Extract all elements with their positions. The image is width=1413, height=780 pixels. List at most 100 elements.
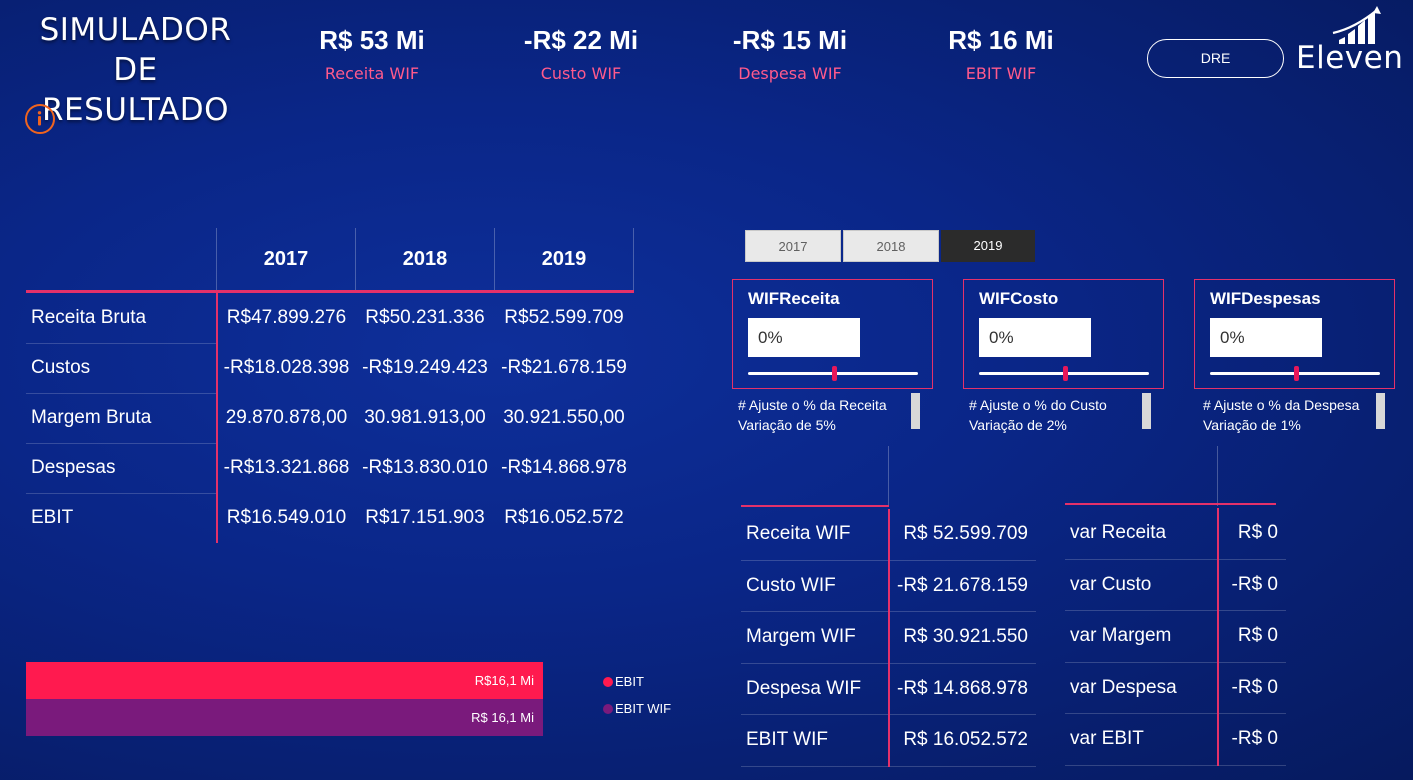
row-label: var Despesa [1065, 662, 1219, 714]
row-label: Custo WIF [741, 560, 890, 612]
legend-label: EBIT [615, 674, 644, 689]
page-title: SIMULADOR DE RESULTADO [18, 10, 253, 130]
cell-value: R$ 30.921.550 [889, 611, 1036, 664]
title-line-2: DE RESULTADO [41, 52, 229, 128]
bar-value-label: R$16,1 Mi [474, 673, 534, 688]
cell-value: R$ 0 [1218, 610, 1286, 663]
kpi-value: R$ 16 Mi [948, 25, 1054, 55]
table-row: Despesa WIF -R$ 14.868.978 [741, 663, 1036, 715]
cell-value: 30.921.550,00 [503, 407, 625, 428]
scrollbar[interactable] [911, 393, 920, 429]
row-label: var Margem [1065, 610, 1219, 663]
param-note-despesas: # Ajuste o % da Despesa Variação de 1% [1203, 395, 1359, 435]
param-title: WIFReceita [748, 289, 840, 308]
ebit-wif-bar[interactable]: R$ 16,1 Mi [26, 699, 543, 736]
logo-bars-icon [1332, 6, 1381, 44]
kpi-label: Custo WIF [540, 64, 622, 83]
param-despesas-input[interactable] [1210, 318, 1322, 357]
year-slicer-2019[interactable]: 2019 [941, 230, 1035, 262]
var-table: var Receita R$ 0 var Custo -R$ 0 var Mar… [1065, 508, 1286, 766]
cell-value: R$ 52.599.709 [889, 509, 1036, 561]
table-row: Receita Bruta R$47.899.276 R$50.231.336 … [26, 291, 634, 344]
wif-table: Receita WIF R$ 52.599.709 Custo WIF -R$ … [741, 509, 1036, 767]
row-label: Margem WIF [741, 611, 890, 664]
legend-dot-icon [603, 703, 613, 714]
table-row: EBIT R$16.549.010 R$17.151.903 R$16.052.… [26, 493, 634, 543]
param-title: WIFCosto [979, 289, 1059, 308]
cell-value: R$16.549.010 [226, 507, 347, 528]
ebit-bar[interactable]: R$16,1 Mi [26, 662, 543, 699]
cell-value: 30.981.913,00 [364, 407, 486, 428]
table-row: Margem Bruta 29.870.878,00 30.981.913,00… [26, 393, 634, 444]
column-divider [888, 446, 889, 506]
year-slicer-2018[interactable]: 2018 [843, 230, 939, 262]
dre-button[interactable]: DRE [1147, 39, 1284, 78]
param-custo-input[interactable] [979, 318, 1091, 357]
cell-value: -R$ 0 [1218, 713, 1286, 766]
cell-value: R$52.599.709 [504, 307, 624, 328]
param-slider-thumb[interactable] [832, 366, 837, 381]
kpi-label: EBIT WIF [965, 64, 1037, 83]
kpi-value: -R$ 22 Mi [523, 25, 639, 55]
param-card-custo: WIFCosto [963, 279, 1164, 389]
table-row: Custos -R$18.028.398 -R$19.249.423 -R$21… [26, 343, 634, 394]
row-label: EBIT WIF [741, 714, 890, 767]
table-row: Despesas -R$13.321.868 -R$13.830.010 -R$… [26, 443, 634, 494]
param-note-receita: # Ajuste o % da Receita Variação de 5% [738, 395, 887, 435]
cell-value: -R$ 21.678.159 [889, 560, 1036, 612]
info-icon[interactable] [25, 104, 55, 134]
kpi-custo-wif: -R$ 22 Mi Custo WIF [481, 24, 681, 83]
year-slicer-2017[interactable]: 2017 [745, 230, 841, 262]
table-row: var Custo -R$ 0 [1065, 559, 1286, 611]
cell-value: -R$21.678.159 [501, 357, 627, 378]
row-label: Despesa WIF [741, 663, 890, 715]
param-slider-thumb[interactable] [1294, 366, 1299, 381]
dre-table: 2017 2018 2019 Receita Bruta R$47.899.27… [26, 228, 634, 543]
header-corner [26, 228, 217, 293]
year-header[interactable]: 2018 [355, 228, 495, 293]
logo: Eleven [1293, 6, 1411, 76]
note-line: # Ajuste o % da Receita [738, 397, 887, 413]
param-receita-input[interactable] [748, 318, 860, 357]
note-line: # Ajuste o % da Despesa [1203, 397, 1360, 413]
row-label: Custos [26, 343, 218, 394]
table-row: EBIT WIF R$ 16.052.572 [741, 714, 1036, 767]
header-underline [741, 505, 889, 507]
cell-value: -R$ 0 [1218, 662, 1286, 714]
table-row: Margem WIF R$ 30.921.550 [741, 611, 1036, 664]
note-line: Variação de 2% [969, 417, 1067, 433]
legend-item-ebit[interactable]: EBIT [603, 674, 644, 689]
cell-value: R$47.899.276 [226, 307, 347, 328]
cell-value: -R$19.249.423 [362, 357, 488, 378]
logo-text: Eleven [1296, 40, 1404, 76]
cell-value: 29.870.878,00 [225, 407, 348, 428]
row-label: Receita Bruta [26, 291, 218, 344]
kpi-label: Despesa WIF [738, 64, 842, 83]
cell-value: -R$14.868.978 [501, 457, 627, 478]
table-row: var EBIT -R$ 0 [1065, 713, 1286, 766]
year-header[interactable]: 2019 [494, 228, 634, 293]
row-label: var Receita [1065, 508, 1219, 560]
title-line-1: SIMULADOR [39, 12, 232, 48]
row-label: var Custo [1065, 559, 1219, 611]
column-divider [1217, 446, 1218, 506]
cell-value: -R$ 0 [1218, 559, 1286, 611]
param-note-custo: # Ajuste o % do Custo Variação de 2% [969, 395, 1107, 435]
cell-value: -R$13.321.868 [223, 457, 350, 478]
bar-value-label: R$ 16,1 Mi [471, 710, 534, 725]
cell-value: R$ 16.052.572 [889, 714, 1036, 767]
row-label: Receita WIF [741, 509, 890, 561]
kpi-ebit-wif: R$ 16 Mi EBIT WIF [901, 24, 1101, 83]
scrollbar[interactable] [1142, 393, 1151, 429]
cell-value: -R$ 14.868.978 [889, 663, 1036, 715]
info-glyph [37, 111, 42, 126]
param-card-despesas: WIFDespesas [1194, 279, 1395, 389]
param-title: WIFDespesas [1210, 289, 1321, 308]
param-slider-thumb[interactable] [1063, 366, 1068, 381]
cell-value: R$ 0 [1218, 508, 1286, 560]
year-header[interactable]: 2017 [216, 228, 356, 293]
legend-item-ebit-wif[interactable]: EBIT WIF [603, 701, 671, 716]
scrollbar[interactable] [1376, 393, 1385, 429]
kpi-receita-wif: R$ 53 Mi Receita WIF [272, 24, 472, 83]
table-row: Receita WIF R$ 52.599.709 [741, 509, 1036, 561]
